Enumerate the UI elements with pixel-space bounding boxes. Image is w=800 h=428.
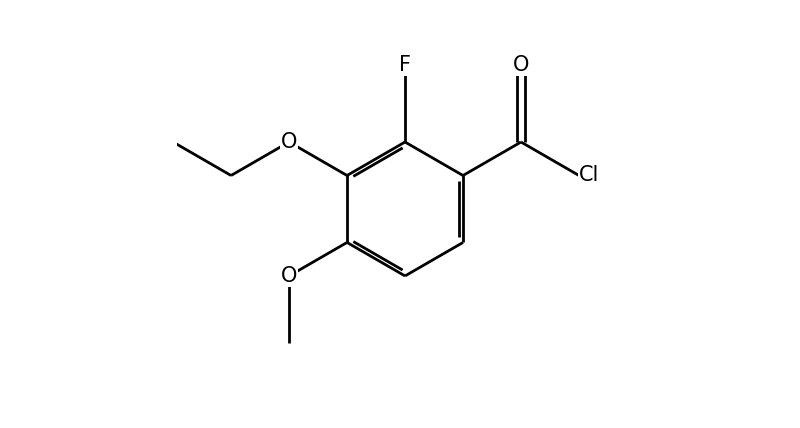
Text: O: O: [513, 55, 529, 75]
Text: Cl: Cl: [579, 166, 599, 185]
Text: O: O: [281, 266, 298, 286]
Text: O: O: [281, 132, 298, 152]
Text: F: F: [399, 55, 411, 75]
